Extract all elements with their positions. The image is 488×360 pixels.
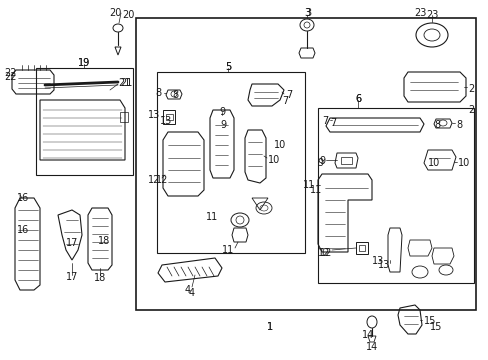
Text: 9: 9 — [317, 158, 324, 168]
Text: 3: 3 — [305, 8, 310, 18]
Text: 10: 10 — [273, 140, 285, 150]
Text: 8: 8 — [433, 120, 439, 130]
Text: 5: 5 — [224, 62, 231, 72]
Text: 6: 6 — [354, 94, 360, 104]
Text: 16: 16 — [17, 225, 29, 235]
Bar — [136, 18, 475, 310]
Text: 14: 14 — [365, 342, 377, 352]
Text: 19: 19 — [78, 58, 90, 68]
Text: 11: 11 — [302, 180, 314, 190]
Text: 9: 9 — [220, 120, 225, 130]
Text: 22: 22 — [4, 72, 17, 82]
Text: 18: 18 — [94, 273, 106, 283]
Text: 12: 12 — [319, 248, 331, 258]
Text: 5: 5 — [224, 62, 231, 72]
Text: 21: 21 — [120, 78, 132, 88]
Text: 9: 9 — [318, 156, 325, 166]
Text: 6: 6 — [354, 94, 360, 104]
Text: 18: 18 — [98, 236, 110, 246]
Text: 8: 8 — [172, 90, 178, 100]
Text: 8: 8 — [156, 88, 162, 98]
Text: 1: 1 — [266, 322, 272, 332]
Text: 10: 10 — [267, 155, 280, 165]
Text: 19: 19 — [78, 58, 90, 68]
Text: 4: 4 — [184, 285, 191, 295]
Text: 7: 7 — [321, 116, 327, 126]
Text: 11: 11 — [222, 245, 234, 255]
Text: 20: 20 — [109, 8, 121, 18]
Text: 20: 20 — [122, 10, 134, 20]
Text: 14: 14 — [361, 330, 373, 340]
Text: 4: 4 — [188, 288, 195, 298]
Bar — [36, 68, 133, 175]
Text: 8: 8 — [455, 120, 461, 130]
Text: 7: 7 — [282, 96, 287, 106]
Text: 13: 13 — [377, 260, 389, 270]
Text: 10: 10 — [457, 158, 469, 168]
Text: 12: 12 — [155, 175, 168, 185]
Text: 9: 9 — [219, 107, 224, 117]
Text: 23: 23 — [425, 10, 437, 20]
Text: 2: 2 — [467, 105, 473, 115]
Text: 3: 3 — [304, 8, 309, 18]
Text: 1: 1 — [266, 322, 272, 332]
Text: 13: 13 — [371, 256, 384, 266]
Text: 12: 12 — [147, 175, 160, 185]
Text: 16: 16 — [17, 193, 29, 203]
Text: 22: 22 — [4, 68, 17, 78]
Text: 12: 12 — [317, 248, 329, 258]
Text: 7: 7 — [329, 118, 335, 128]
Text: 11: 11 — [309, 185, 321, 195]
Text: 7: 7 — [285, 90, 292, 100]
Text: 17: 17 — [66, 272, 78, 282]
Text: 13: 13 — [147, 110, 160, 120]
Text: 17: 17 — [66, 238, 78, 248]
Text: 10: 10 — [427, 158, 439, 168]
Text: 11: 11 — [205, 212, 218, 222]
Bar — [157, 72, 305, 253]
Text: 15: 15 — [429, 322, 442, 332]
Text: 2: 2 — [467, 84, 473, 94]
Bar — [317, 108, 473, 283]
Text: 13: 13 — [160, 116, 172, 126]
Text: 23: 23 — [413, 8, 426, 18]
Text: 15: 15 — [423, 316, 435, 326]
Text: 21: 21 — [118, 78, 130, 88]
